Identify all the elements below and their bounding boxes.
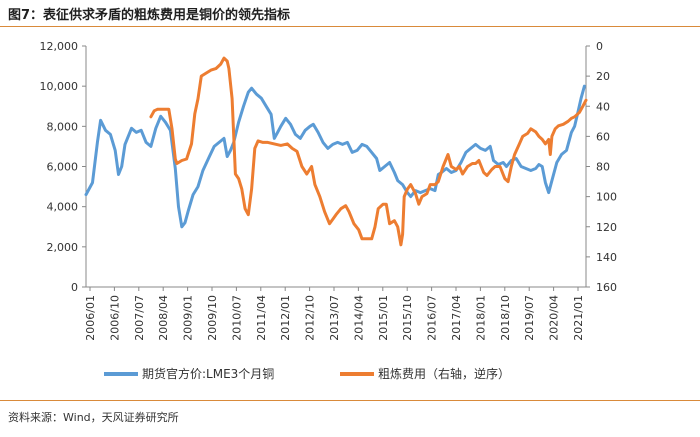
x-tick-label: 2010/07 [230,295,243,341]
x-tick-label: 2018/10 [499,295,512,341]
y-left-tick-label: 0 [71,281,78,294]
x-tick-label: 2021/01 [572,295,585,341]
x-tick-label: 2009/10 [206,295,219,341]
y-right-tick-label: 40 [596,100,610,113]
y-right-tick-label: 140 [596,251,617,264]
x-tick-label: 2019/07 [523,295,536,341]
x-tick-label: 2015/10 [401,295,414,341]
y-left-tick-label: 6,000 [47,161,79,174]
x-tick-label: 2012/01 [279,295,292,341]
x-tick-label: 2018/01 [474,295,487,341]
y-right-tick-label: 60 [596,130,610,143]
x-tick-label: 2013/07 [328,295,341,341]
y-right-tick-label: 0 [596,40,603,53]
y-right-tick-label: 20 [596,70,610,83]
y-right-tick-label: 160 [596,281,617,294]
y-left-tick-label: 4,000 [47,201,79,214]
x-tick-label: 2011/04 [255,295,268,341]
y-left-tick-label: 12,000 [40,40,79,53]
x-tick-label: 2014/04 [352,295,365,341]
x-tick-label: 2015/01 [377,295,390,341]
legend-label-tc-fee: 粗炼费用（右轴，逆序） [378,366,510,381]
series-line-tc-fee [149,56,588,247]
figure-header: 图7：表征供求矛盾的粗炼费用是铜价的领先指标 [0,0,700,27]
x-tick-label: 2016/07 [426,295,439,341]
legend-label-lme-copper: 期货官方价:LME3个月铜 [142,366,274,381]
x-tick-label: 2020/04 [548,295,561,341]
title-divider [0,26,700,27]
x-tick-label: 2006/01 [84,295,97,341]
x-tick-label: 2008/04 [157,295,170,341]
figure-title: 图7：表征供求矛盾的粗炼费用是铜价的领先指标 [8,8,291,23]
series-layer [84,56,588,247]
y-right-tick-label: 100 [596,191,617,204]
x-tick-label: 2012/10 [304,295,317,341]
chart: 0 2,000 4,000 6,000 8,000 10,000 12,000 0 20 40 60… [40,40,618,381]
tick-layer: 0 2,000 4,000 6,000 8,000 10,000 12,000 0 20 40 60… [40,40,618,341]
x-tick-label: 2017/04 [450,295,463,341]
y-left-tick-label: 8,000 [47,120,79,133]
legend: 期货官方价:LME3个月铜 粗炼费用（右轴，逆序） [104,366,510,381]
series-line-lme-copper [84,84,586,229]
x-tick-label: 2009/01 [182,295,195,341]
y-left-tick-label: 2,000 [47,241,79,254]
y-right-tick-label: 80 [596,161,610,174]
source-note: 资料来源：Wind，天风证券研究所 [8,411,179,424]
source-divider [0,400,700,401]
x-tick-label: 2006/10 [108,295,121,341]
x-tick-label: 2007/07 [133,295,146,341]
y-right-tick-label: 120 [596,221,617,234]
y-left-tick-label: 10,000 [40,80,79,93]
